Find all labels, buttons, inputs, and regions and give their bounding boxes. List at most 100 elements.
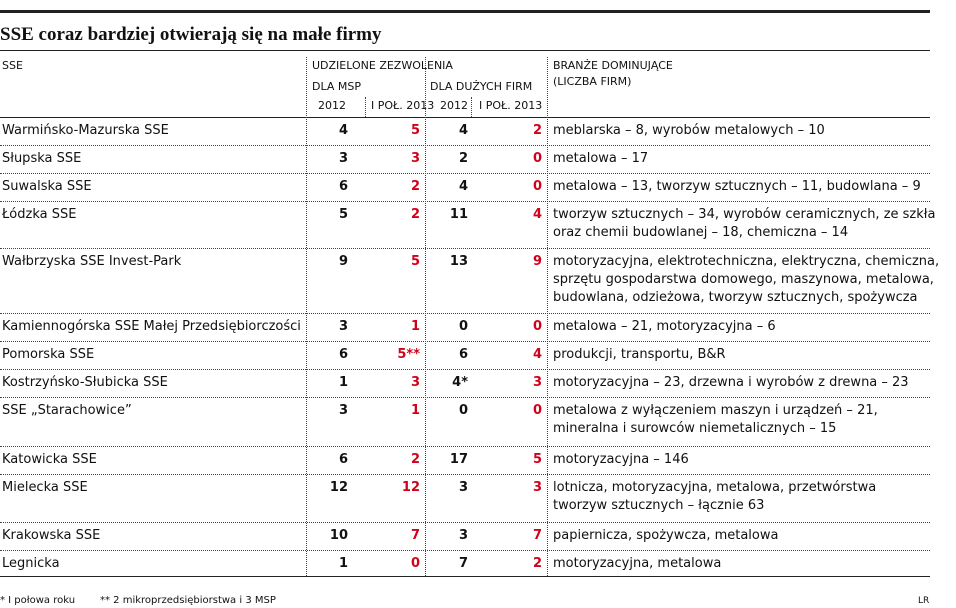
col-header: SSE: [2, 59, 23, 72]
row-name: SSE „Starachowice”: [2, 403, 132, 418]
cell-number: 1: [338, 375, 348, 390]
industry-text: metalowa – 17: [553, 151, 649, 166]
header-rule: [0, 50, 930, 51]
row-divider: [0, 248, 930, 249]
industry-text: metalowa – 21, motoryzacyjna – 6: [553, 319, 776, 334]
industry-text: tworzyw sztucznych – łącznie 63: [553, 498, 765, 513]
cell-number: 3: [410, 151, 420, 166]
col-header: 2012: [440, 99, 468, 112]
separator: [471, 97, 472, 117]
cell-number: 4: [458, 123, 468, 138]
cell-number: 3: [338, 403, 348, 418]
industry-text: budowlana, odzieżowa, tworzyw sztucznych…: [553, 290, 918, 305]
row-name: Kamiennogórska SSE Małej Przedsiębiorczo…: [2, 319, 301, 334]
col-header: (LICZBA FIRM): [553, 75, 632, 88]
cell-number: 5: [410, 123, 420, 138]
separator: [547, 57, 548, 576]
row-name: Suwalska SSE: [2, 179, 92, 194]
cell-number: 4: [458, 179, 468, 194]
industry-text: lotnicza, motoryzacyjna, metalowa, przet…: [553, 480, 877, 495]
row-name: Pomorska SSE: [2, 347, 95, 362]
cell-number: 12: [401, 480, 420, 495]
row-divider: [0, 522, 930, 523]
cell-number: 11: [449, 207, 468, 222]
cell-number: 2: [410, 207, 420, 222]
cell-number: 1: [410, 403, 420, 418]
cell-number: 0: [458, 403, 468, 418]
industry-text: metalowa z wyłączeniem maszyn i urządzeń…: [553, 403, 878, 418]
rule: [0, 576, 930, 577]
cell-number: 2: [410, 452, 420, 467]
top-rule: [0, 10, 930, 13]
cell-number: 6: [458, 347, 468, 362]
cell-number: 3: [532, 375, 542, 390]
row-name: Krakowska SSE: [2, 528, 101, 543]
cell-number: 3: [410, 375, 420, 390]
industry-text: oraz chemii budowlanej – 18, chemiczna –…: [553, 225, 849, 240]
cell-number: 6: [338, 179, 348, 194]
industry-text: motoryzacyjna – 146: [553, 452, 689, 467]
row-divider: [0, 145, 930, 146]
row-divider: [0, 369, 930, 370]
cell-number: 1: [410, 319, 420, 334]
row-divider: [0, 341, 930, 342]
industry-text: papiernicza, spożywcza, metalowa: [553, 528, 779, 543]
cell-number: 3: [532, 480, 542, 495]
col-header: DLA DUŻYCH FIRM: [430, 80, 533, 93]
row-name: Warmińsko-Mazurska SSE: [2, 123, 169, 138]
row-divider: [0, 550, 930, 551]
row-name: Katowicka SSE: [2, 452, 97, 467]
cell-number: 0: [532, 179, 542, 194]
cell-number: 5**: [397, 347, 420, 362]
cell-number: 4: [532, 347, 542, 362]
industry-text: sprzętu gospodarstwa domowego, maszynowa…: [553, 272, 934, 287]
separator: [365, 97, 366, 117]
cell-number: 3: [458, 528, 468, 543]
row-name: Mielecka SSE: [2, 480, 88, 495]
cell-number: 7: [532, 528, 542, 543]
row-divider: [0, 446, 930, 447]
col-header: 2012: [318, 99, 346, 112]
cell-number: 3: [458, 480, 468, 495]
cell-number: 2: [458, 151, 468, 166]
col-header: I POŁ. 2013: [371, 99, 435, 112]
row-name: Łódzka SSE: [2, 207, 77, 222]
industry-text: meblarska – 8, wyrobów metalowych – 10: [553, 123, 825, 138]
cell-number: 1: [338, 556, 348, 571]
industry-text: mineralna i surowców niemetalicznych – 1…: [553, 421, 837, 436]
cell-number: 5: [338, 207, 348, 222]
footnote: * I połowa roku: [0, 595, 76, 606]
title: SSE coraz bardziej otwierają się na małe…: [0, 24, 382, 45]
cell-number: 0: [532, 151, 542, 166]
cell-number: 4*: [452, 375, 468, 390]
col-header: UDZIELONE ZEZWOLENIA: [312, 59, 453, 72]
cell-number: 4: [338, 123, 348, 138]
cell-number: 2: [410, 179, 420, 194]
cell-number: 12: [329, 480, 348, 495]
row-divider: [0, 313, 930, 314]
cell-number: 17: [449, 452, 468, 467]
rule: [0, 117, 930, 118]
cell-number: 6: [338, 452, 348, 467]
industry-text: motoryzacyjna – 23, drzewna i wyrobów z …: [553, 375, 909, 390]
cell-number: 13: [449, 254, 468, 269]
cell-number: 0: [410, 556, 420, 571]
row-name: Słupska SSE: [2, 151, 82, 166]
row-name: Kostrzyńsko-Słubicka SSE: [2, 375, 168, 390]
cell-number: 0: [532, 403, 542, 418]
cell-number: 5: [532, 452, 542, 467]
row-divider: [0, 201, 930, 202]
cell-number: 3: [338, 151, 348, 166]
industry-text: motoryzacyjna, metalowa: [553, 556, 722, 571]
separator: [306, 57, 307, 576]
cell-number: 4: [532, 207, 542, 222]
row-name: Wałbrzyska SSE Invest-Park: [2, 254, 182, 269]
cell-number: 3: [338, 319, 348, 334]
cell-number: 0: [458, 319, 468, 334]
industry-text: motoryzacyjna, elektrotechniczna, elektr…: [553, 254, 940, 269]
row-divider: [0, 397, 930, 398]
row-divider: [0, 173, 930, 174]
cell-number: 10: [329, 528, 348, 543]
cell-number: 5: [410, 254, 420, 269]
